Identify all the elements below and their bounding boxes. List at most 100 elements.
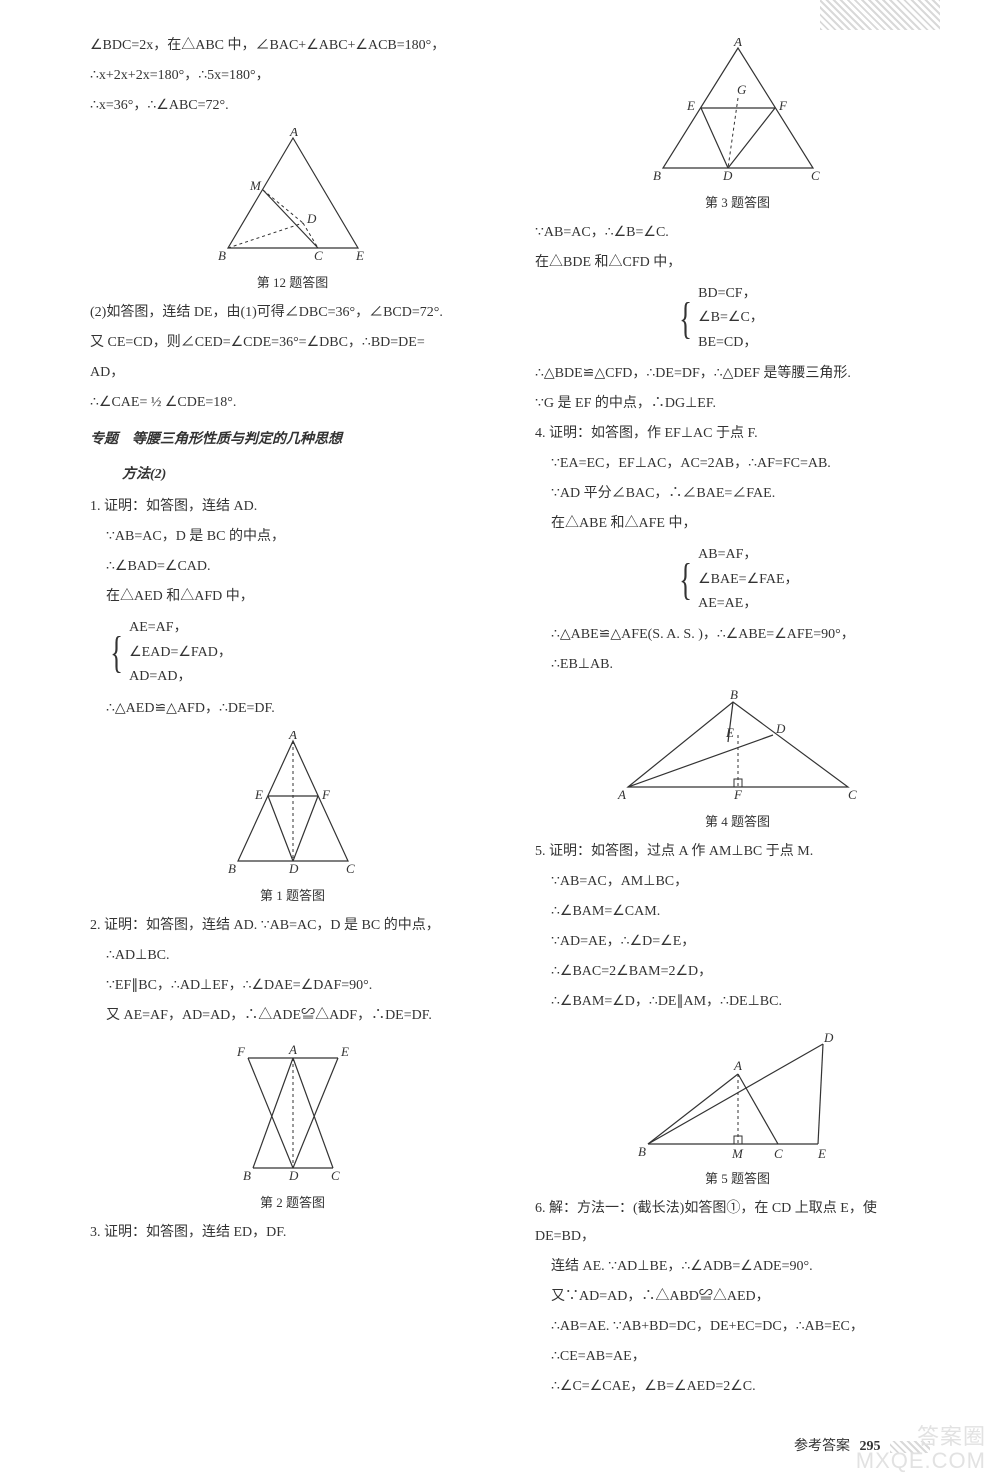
text-line: ∴AB=AE. ∵AB+BD=DC，DE+EC=DC，∴AB=EC， (535, 1313, 940, 1341)
svg-text:E: E (817, 1146, 826, 1161)
svg-text:C: C (331, 1168, 340, 1183)
text-line: 1. 证明：如答图，连结 AD. (90, 493, 495, 521)
svg-text:M: M (731, 1146, 744, 1161)
section-heading: 方法(2) (90, 462, 495, 487)
brace-line: BE=CD， (698, 332, 764, 354)
text-line: 又 CE=CD，则∠CED=∠CDE=36°=∠DBC，∴BD=DE= (90, 329, 495, 357)
svg-text:A: A (733, 38, 742, 49)
right-column: A E G F B D C 第 3 题答图 ∵AB=AC，∴∠B=∠C. 在△B… (535, 30, 940, 1403)
figure-4: B E D A F C 第 4 题答图 (535, 687, 940, 830)
svg-text:B: B (653, 168, 661, 183)
text-line: ∵AD=AE，∴∠D=∠E， (535, 928, 940, 956)
watermark-line1: 答案圈 (856, 1425, 986, 1449)
svg-text:A: A (288, 1042, 297, 1057)
text-line: ∵AD 平分∠BAC，∴∠BAE=∠FAE. (535, 480, 940, 508)
text-line: ∴∠BAM=∠D，∴DE∥AM，∴DE⊥BC. (535, 988, 940, 1016)
svg-text:B: B (228, 861, 236, 876)
svg-text:B: B (638, 1144, 646, 1159)
svg-text:C: C (774, 1146, 783, 1161)
svg-text:C: C (346, 861, 355, 876)
text-line: ∴∠C=∠CAE，∠B=∠AED=2∠C. (535, 1373, 940, 1401)
figure-3: A E G F B D C 第 3 题答图 (535, 38, 940, 211)
text-line: ∵AB=AC，D 是 BC 的中点， (90, 523, 495, 551)
svg-text:F: F (778, 98, 788, 113)
text-line: ∵AB=AC，∴∠B=∠C. (535, 219, 940, 247)
svg-text:E: E (355, 248, 364, 263)
figure-caption: 第 4 题答图 (535, 811, 940, 830)
text-line: 又 AE=AF，AD=AD，∴△ADE≌△ADF，∴DE=DF. (90, 1002, 495, 1030)
text-line: 连结 AE. ∵AD⊥BE，∴∠ADB=∠ADE=90°. (535, 1253, 940, 1281)
brace-line: AE=AF， (129, 617, 232, 639)
text-line: 在△BDE 和△CFD 中， (535, 249, 940, 277)
text-line: ∴EB⊥AB. (535, 651, 940, 679)
text-line: 3. 证明：如答图，连结 ED，DF. (90, 1219, 495, 1247)
text-line: ∠BDC=2x，在△ABC 中，∠BAC+∠ABC+∠ACB=180°， (90, 32, 495, 60)
figure-5: D A B M C E 第 5 题答图 (535, 1024, 940, 1187)
figure-caption: 第 5 题答图 (535, 1168, 940, 1187)
brace-line: AB=AF， (698, 544, 798, 566)
svg-text:C: C (314, 248, 323, 263)
brace-group: { AE=AF， ∠EAD=∠FAD， AD=AD， (106, 615, 495, 690)
svg-text:C: C (811, 168, 820, 183)
text-line: ∵AB=AC，AM⊥BC， (535, 868, 940, 896)
text-line: ∴CE=AB=AE， (535, 1343, 940, 1371)
text-line: 6. 解：方法一：(截长法)如答图①，在 CD 上取点 E，使 DE=BD， (535, 1195, 940, 1251)
text-line: ∵G 是 EF 的中点，∴DG⊥EF. (535, 390, 940, 418)
section-heading: 专题 等腰三角形性质与判定的几种思想 (90, 427, 495, 452)
brace-group: { BD=CF， ∠B=∠C， BE=CD， (675, 281, 940, 356)
watermark-line2: MXQE.COM (856, 1449, 986, 1473)
svg-text:A: A (289, 128, 298, 139)
text-line: ∵EF∥BC，∴AD⊥EF，∴∠DAE=∠DAF=90°. (90, 972, 495, 1000)
watermark: 答案圈 MXQE.COM (856, 1425, 986, 1473)
text-line: ∴∠BAD=∠CAD. (90, 553, 495, 581)
svg-text:D: D (823, 1030, 834, 1045)
text-line: ∴∠CAE= ½ ∠CDE=18°. (90, 389, 495, 417)
svg-text:A: A (617, 787, 626, 802)
brace-line: BD=CF， (698, 283, 764, 305)
svg-text:M: M (249, 178, 262, 193)
brace-line: ∠B=∠C， (698, 307, 764, 329)
svg-text:G: G (737, 82, 747, 97)
text-line: (2)如答图，连结 DE，由(1)可得∠DBC=36°，∠BCD=72°. (90, 299, 495, 327)
left-column: ∠BDC=2x，在△ABC 中，∠BAC+∠ABC+∠ACB=180°， ∴x+… (90, 30, 495, 1403)
svg-text:D: D (288, 861, 299, 876)
svg-text:C: C (848, 787, 857, 802)
svg-text:D: D (288, 1168, 299, 1183)
text-line: 又∵AD=AD，∴△ABD≌△AED， (535, 1283, 940, 1311)
svg-text:F: F (733, 787, 743, 802)
text-line: ∴AD⊥BC. (90, 942, 495, 970)
svg-text:E: E (254, 787, 263, 802)
figure-caption: 第 1 题答图 (90, 885, 495, 904)
svg-text:A: A (733, 1058, 742, 1073)
figure-2: F A E B D C 第 2 题答图 (90, 1038, 495, 1211)
figure-1: A E F B D C 第 1 题答图 (90, 731, 495, 904)
svg-text:F: F (321, 787, 331, 802)
svg-text:E: E (340, 1044, 349, 1059)
svg-text:A: A (288, 731, 297, 742)
svg-text:D: D (306, 211, 317, 226)
decorative-hatch-top (820, 0, 940, 30)
brace-line: AE=AE， (698, 593, 798, 615)
text-line: ∴x+2x+2x=180°，∴5x=180°， (90, 62, 495, 90)
svg-text:B: B (243, 1168, 251, 1183)
text-line: ∴△BDE≌△CFD，∴DE=DF，∴△DEF 是等腰三角形. (535, 360, 940, 388)
brace-line: ∠EAD=∠FAD， (129, 642, 232, 664)
text-line: ∴x=36°，∴∠ABC=72°. (90, 92, 495, 120)
text-line: 5. 证明：如答图，过点 A 作 AM⊥BC 于点 M. (535, 838, 940, 866)
text-line: 在△AED 和△AFD 中， (90, 583, 495, 611)
text-line: 2. 证明：如答图，连结 AD. ∵AB=AC，D 是 BC 的中点， (90, 912, 495, 940)
brace-line: AD=AD， (129, 666, 232, 688)
figure-caption: 第 3 题答图 (535, 192, 940, 211)
text-line: ∴△AED≌△AFD，∴DE=DF. (90, 695, 495, 723)
svg-text:D: D (775, 721, 786, 736)
text-line: AD， (90, 359, 495, 387)
svg-text:B: B (730, 687, 738, 702)
svg-text:F: F (236, 1044, 246, 1059)
figure-caption: 第 2 题答图 (90, 1192, 495, 1211)
svg-text:E: E (725, 725, 734, 740)
brace-group: { AB=AF， ∠BAE=∠FAE， AE=AE， (675, 542, 940, 617)
text-line: 4. 证明：如答图，作 EF⊥AC 于点 F. (535, 420, 940, 448)
text-line: ∴∠BAM=∠CAM. (535, 898, 940, 926)
brace-line: ∠BAE=∠FAE， (698, 569, 798, 591)
text-line: 在△ABE 和△AFE 中， (535, 510, 940, 538)
